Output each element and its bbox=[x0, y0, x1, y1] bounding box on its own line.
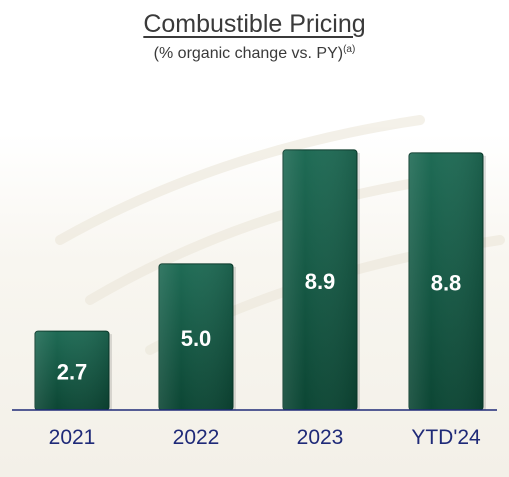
chart-title: Combustible Pricing bbox=[143, 10, 366, 38]
bars-group: 2.7 5.0 8.9 8.8 bbox=[34, 149, 486, 411]
data-label-YTD'24: 8.8 bbox=[431, 270, 462, 295]
bar-sheen bbox=[159, 263, 233, 410]
category-label-2023: 2023 bbox=[297, 426, 344, 449]
chart-subtitle-footnote: (a) bbox=[343, 44, 356, 55]
data-label-2023: 8.9 bbox=[305, 269, 336, 294]
bar-sheen bbox=[283, 149, 357, 410]
chart-subtitle-text: (% organic change vs. PY) bbox=[153, 45, 344, 62]
category-label-2022: 2022 bbox=[173, 426, 220, 449]
chart-subtitle: (% organic change vs. PY)(a) bbox=[0, 44, 509, 63]
category-label-YTD'24: YTD'24 bbox=[411, 426, 481, 449]
data-label-2022: 5.0 bbox=[181, 326, 212, 351]
bar-sheen bbox=[35, 331, 109, 410]
bar-sheen bbox=[409, 152, 483, 410]
category-labels-group: 2021 2022 2023 YTD'24 bbox=[49, 426, 481, 449]
data-label-2021: 2.7 bbox=[57, 360, 88, 385]
category-label-2021: 2021 bbox=[49, 426, 96, 449]
